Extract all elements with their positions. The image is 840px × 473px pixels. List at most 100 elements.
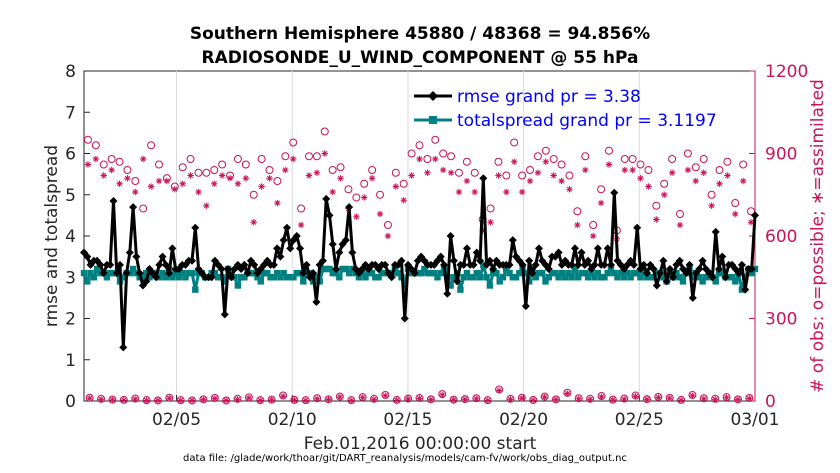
totalspread-point [676, 274, 683, 281]
obs-assimilated-point [526, 177, 534, 185]
obs-assimilated-point [609, 396, 617, 404]
totalspread-point [617, 269, 624, 277]
obs-star-stroke [485, 397, 491, 404]
obs-possible-point [483, 396, 492, 405]
obs-possible-point [642, 395, 651, 404]
legend-rmse-marker [428, 91, 438, 101]
totalspread-point [345, 269, 353, 277]
data-file-footer: data file: /glade/work/thoar/git/DART_re… [183, 453, 627, 464]
obs-assimilated-point [450, 396, 457, 404]
obs-assimilated-point [353, 213, 360, 220]
obs-star-stroke [590, 233, 596, 239]
totalspread-point [192, 286, 199, 293]
rmse-point [217, 265, 226, 273]
rmse-point [695, 265, 704, 273]
obs-assimilated-point [187, 172, 194, 179]
obs-possible-point [99, 160, 108, 169]
obs-possible-point [199, 395, 208, 404]
totalspread-point [696, 274, 703, 281]
x-tick-label: 02/05 [152, 410, 201, 430]
rmse-point [116, 260, 125, 269]
obs-assimilated-point [179, 180, 186, 187]
obs-assimilated-point [589, 232, 597, 240]
obs-assimilated-point [268, 396, 275, 404]
totalspread-point [175, 274, 183, 281]
rmse-point [220, 310, 229, 319]
obs-star-stroke [246, 395, 252, 401]
rmse-point [508, 236, 517, 245]
chart-title: Southern Hemisphere 45880 / 48368 = 94.8… [190, 24, 650, 44]
rmse-point [161, 260, 170, 269]
obs-assimilated-point [392, 183, 400, 190]
totalspread-point [545, 274, 552, 281]
totalspread-point [395, 269, 402, 277]
obs-assimilated-point [163, 177, 171, 185]
obs-star-stroke [101, 172, 107, 179]
obs-star-stroke [708, 203, 715, 209]
totalspread-point [178, 269, 186, 277]
obs-star-stroke [669, 170, 675, 176]
totalspread-point [535, 269, 543, 277]
obs-possible-point [486, 204, 495, 213]
obs-star-stroke [610, 397, 616, 403]
obs-assimilated-point [361, 194, 368, 201]
totalspread-point [339, 265, 346, 273]
totalspread-point [575, 274, 582, 281]
obs-star-stroke [661, 192, 667, 198]
obs-possible-point [426, 395, 435, 404]
totalspread-point [630, 269, 638, 277]
obs-star-stroke [124, 175, 131, 181]
obs-assimilated-point [582, 166, 589, 174]
obs-star-stroke [606, 161, 612, 168]
obs-assimilated-point [84, 161, 92, 168]
obs-star-stroke [393, 183, 399, 190]
obs-star-stroke [693, 178, 699, 184]
rmse-point [479, 174, 488, 183]
obs-possible-point [597, 185, 606, 194]
rmse-point [567, 260, 576, 269]
obs-star-stroke [587, 396, 593, 402]
obs-possible-point [273, 177, 282, 185]
obs-assimilated-point [564, 390, 571, 397]
obs-assimilated-point [632, 393, 639, 400]
obs-possible-point [131, 177, 140, 185]
totalspread-point [719, 269, 726, 277]
totalspread-point [601, 274, 608, 281]
obs-assimilated-point [700, 395, 708, 402]
obs-assimilated-point [242, 175, 250, 182]
totalspread-point [90, 274, 98, 281]
obs-possible-point [392, 395, 401, 404]
obs-assimilated-point [734, 396, 742, 403]
totalspread-point [241, 274, 248, 281]
totalspread-point [267, 274, 274, 281]
totalspread-point [643, 274, 651, 281]
obs-star-stroke [227, 175, 233, 181]
obs-star-stroke [416, 156, 423, 162]
obs-possible-point [383, 221, 392, 229]
obs-possible-point [683, 149, 692, 158]
obs-possible-point [608, 395, 617, 404]
obs-star-stroke [735, 397, 741, 403]
totalspread-point [329, 269, 336, 277]
obs-possible-point [312, 152, 321, 161]
rmse-point [387, 273, 396, 282]
y-tick-label: 3 [65, 268, 76, 288]
rmse-point [610, 188, 619, 197]
totalspread-point [732, 278, 739, 285]
obs-possible-point [541, 146, 550, 155]
totalspread-point [273, 269, 281, 277]
y2-tick-label: 0 [765, 392, 776, 412]
obs-possible-point [328, 166, 337, 174]
totalspread-point [476, 274, 484, 281]
obs-possible-point [636, 160, 645, 169]
y-tick-label: 2 [65, 310, 76, 330]
totalspread-point [142, 269, 150, 277]
totalspread-point [427, 269, 435, 277]
obs-star-stroke [503, 189, 509, 195]
obs-star-stroke [178, 397, 184, 404]
rmse-point [544, 265, 553, 273]
totalspread-point [509, 274, 516, 281]
rmse-point [590, 260, 599, 269]
obs-possible-point [660, 179, 669, 188]
obs-possible-point [119, 395, 128, 404]
